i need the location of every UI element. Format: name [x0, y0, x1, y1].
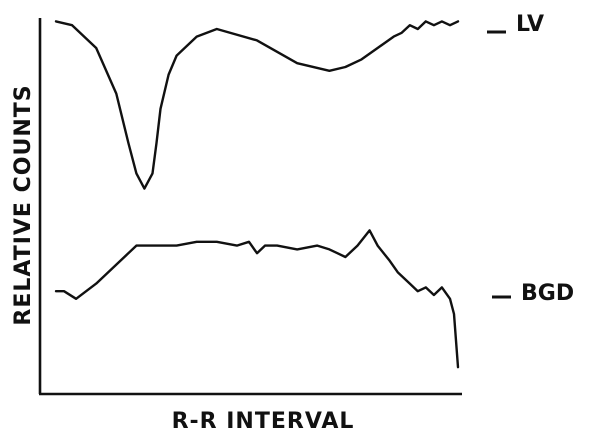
series-line-lv [54, 20, 460, 190]
series-label-lv: LV [516, 12, 544, 37]
series-line-bgd [54, 229, 460, 369]
series-label-bgd: BGD [521, 281, 574, 306]
x-axis-label: R-R INTERVAL [172, 409, 355, 434]
y-axis-label: RELATIVE COUNTS [11, 84, 36, 325]
